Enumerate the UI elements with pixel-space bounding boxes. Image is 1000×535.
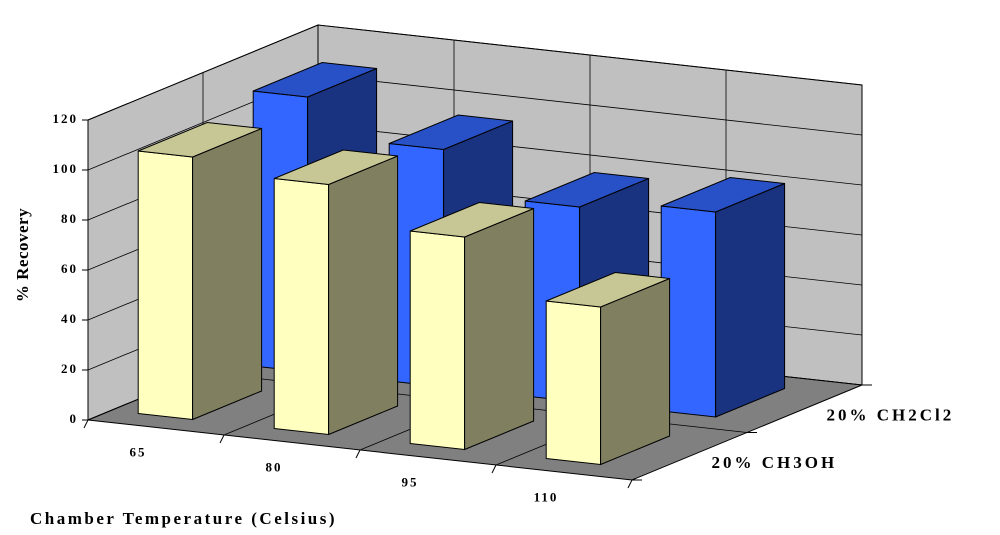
bar-front <box>409 230 466 451</box>
x-tick <box>219 434 225 444</box>
x-tick-label: 65 <box>130 444 147 459</box>
y-axis-label: % Recovery <box>13 208 32 302</box>
bar-top <box>661 176 785 213</box>
x-tick-label: 95 <box>402 474 419 489</box>
y-tick-label: 100 <box>53 161 79 176</box>
bar-top <box>410 201 534 238</box>
x-tick-label: 80 <box>266 459 283 474</box>
bar <box>545 271 671 466</box>
plot: 0 20 40 60 80 100 120 65 80 95 110 20% CH2Cl2 20% CH… <box>53 24 955 504</box>
x-tick-label: 110 <box>534 489 559 504</box>
bar-top <box>546 271 670 308</box>
bar-front <box>273 177 330 436</box>
x-tick <box>83 419 89 429</box>
bar-top <box>138 121 262 158</box>
x-axis-label: Chamber Temperature (Celsius) <box>30 509 337 528</box>
bar-front <box>137 150 194 421</box>
bar-side <box>715 182 786 418</box>
bar-front <box>545 300 602 466</box>
y-tick-label: 20 <box>61 361 78 376</box>
grid-line <box>87 24 863 121</box>
bar-side <box>328 155 399 436</box>
y-tick-label: 0 <box>70 411 79 426</box>
bar-side <box>192 127 263 421</box>
bar-top <box>389 114 513 151</box>
bar-top <box>525 171 649 208</box>
bar <box>137 121 263 421</box>
bar-top <box>274 149 398 186</box>
bar-top <box>253 61 377 98</box>
y-tick-label: 120 <box>53 111 79 126</box>
y-tick-label: 40 <box>61 311 78 326</box>
y-tick-label: 60 <box>61 261 78 276</box>
bar <box>273 149 399 436</box>
x-tick <box>355 449 361 459</box>
bar <box>660 176 786 418</box>
series-label: 20% CH2Cl2 <box>827 406 955 425</box>
x-tick <box>491 464 497 474</box>
series-label: 20% CH3OH <box>712 453 838 472</box>
bar-side <box>600 277 671 466</box>
bar-side <box>464 207 535 451</box>
bar <box>409 201 535 451</box>
y-tick-label: 80 <box>61 211 78 226</box>
x-tick <box>627 479 633 489</box>
